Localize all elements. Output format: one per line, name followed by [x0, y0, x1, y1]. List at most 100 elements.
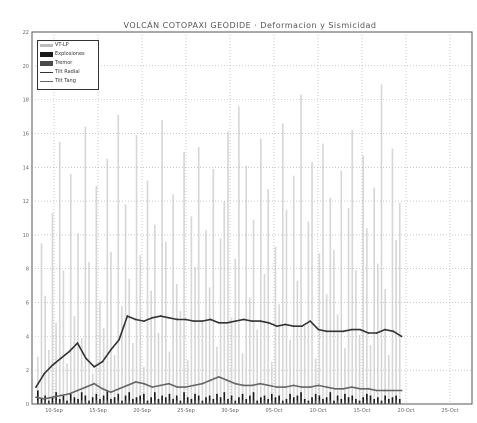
point-tilt-radial [209, 318, 212, 321]
bar-vt-lp [124, 204, 127, 404]
point-tilt-radial [259, 320, 262, 323]
bar-vt-lp [121, 305, 123, 404]
bar-vt-lp [58, 141, 61, 404]
point-tilt-tang [276, 386, 278, 388]
bar-explosiones [329, 392, 332, 404]
point-tilt-radial [251, 320, 253, 323]
point-tilt-radial [292, 325, 295, 328]
bar-tremor [245, 402, 248, 404]
bar-tremor [168, 400, 171, 404]
bar-vt-lp [66, 363, 68, 404]
y-tick-label: 0 [26, 402, 29, 408]
bar-vt-lp [355, 270, 357, 404]
bar-tremor [164, 402, 167, 404]
bar-tremor [398, 402, 401, 404]
y-tick-label: 22 [23, 30, 29, 36]
bar-vt-lp [395, 239, 397, 404]
x-tick-label: 15-Sep [89, 408, 107, 414]
bar-explosiones [325, 397, 328, 404]
bar-explosiones [139, 395, 142, 404]
bar-vt-lp [322, 143, 324, 404]
point-tilt-tang [284, 386, 287, 388]
bar-explosiones [311, 397, 313, 404]
bar-vt-lp [311, 162, 313, 404]
bar-vt-lp [377, 263, 379, 404]
bar-explosiones [168, 393, 171, 404]
bar-vt-lp [77, 233, 79, 404]
point-tilt-tang [234, 382, 237, 385]
bar-tremor [95, 400, 98, 404]
bar-tremor [143, 400, 145, 404]
chart-title: VOLCÁN COTOPAXI GEODIDE · Deformacion y … [123, 21, 377, 30]
bar-vt-lp [263, 273, 266, 404]
y-tick-label: 4 [26, 334, 29, 340]
plot-area [31, 31, 473, 405]
bar-tremor [311, 402, 313, 404]
point-tilt-radial [392, 330, 395, 333]
bar-tremor [344, 400, 346, 404]
bar-explosiones [300, 392, 302, 404]
point-tilt-tang [359, 387, 361, 390]
bar-explosiones [77, 398, 79, 404]
bar-explosiones [172, 398, 174, 404]
point-tilt-tang [192, 384, 195, 387]
point-tilt-tang [317, 384, 320, 387]
bar-tremor [303, 402, 306, 404]
bar-vt-lp [285, 209, 288, 404]
point-tilt-radial [334, 330, 337, 333]
bar-explosiones [51, 397, 54, 404]
point-tilt-radial [60, 357, 62, 360]
bar-explosiones [106, 390, 109, 404]
bar-vt-lp [325, 294, 328, 404]
point-tilt-tang [159, 384, 162, 387]
bar-tremor [153, 400, 156, 404]
bar-vt-lp [44, 295, 46, 404]
bar-vt-lp [117, 114, 120, 404]
bar-explosiones [336, 395, 339, 404]
legend-item-vt-lp: VT-LP [38, 41, 98, 50]
point-tilt-radial [192, 320, 195, 323]
legend-swatch [40, 72, 53, 73]
bar-vt-lp [347, 207, 350, 404]
bar-vt-lp [99, 300, 101, 404]
y-tick-label: 18 [23, 98, 29, 104]
bar-vt-lp [387, 354, 390, 404]
x-tick-label: 25-Oct [442, 408, 459, 414]
x-tick-label: 20-Sep [133, 408, 151, 414]
bar-vt-lp [336, 314, 339, 404]
bar-explosiones [208, 395, 211, 404]
bar-explosiones [289, 393, 291, 404]
point-tilt-tang [400, 389, 403, 392]
bar-vt-lp [161, 119, 163, 404]
bar-tremor [256, 402, 259, 404]
bar-tremor [146, 402, 149, 404]
bar-vt-lp [157, 332, 160, 404]
bar-vt-lp [234, 258, 237, 404]
point-tilt-radial [76, 342, 79, 345]
bar-tremor [40, 402, 43, 404]
bar-vt-lp [278, 304, 280, 404]
point-tilt-tang [201, 382, 204, 385]
bar-vt-lp [128, 278, 131, 404]
bar-tremor [314, 400, 317, 404]
bar-vt-lp [186, 360, 189, 404]
bar-explosiones [95, 393, 98, 404]
bar-vt-lp [384, 289, 386, 404]
bar-vt-lp [340, 170, 343, 404]
point-tilt-radial [168, 316, 170, 319]
point-tilt-radial [184, 318, 187, 321]
bar-tremor [263, 400, 266, 404]
bar-tremor [91, 402, 94, 404]
point-tilt-radial [276, 325, 278, 328]
bar-vt-lp [292, 175, 295, 404]
bar-tremor [69, 400, 72, 404]
bar-explosiones [128, 392, 131, 404]
bar-tremor [387, 402, 390, 404]
bar-explosiones [270, 393, 273, 404]
point-tilt-tang [101, 387, 104, 390]
bar-vt-lp [333, 250, 335, 404]
bar-tremor [333, 402, 335, 404]
point-tilt-radial [201, 320, 204, 323]
legend-item-tremor: Tremor [38, 59, 98, 68]
bar-vt-lp [212, 168, 215, 404]
